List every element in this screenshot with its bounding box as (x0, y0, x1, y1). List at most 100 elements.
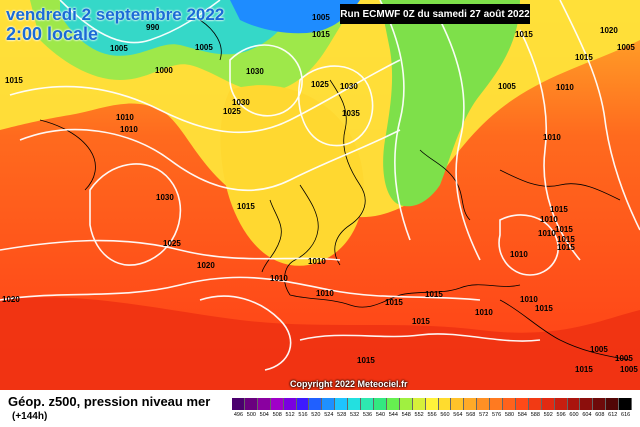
scale-tick-label: 496 (233, 412, 244, 418)
scale-tick-label: 564 (453, 412, 463, 418)
isobar-label: 1005 (195, 43, 213, 52)
scale-swatch (335, 398, 349, 410)
scale-tick-label: 544 (388, 412, 398, 418)
scale-swatch (619, 398, 633, 410)
scale-tick-label: 580 (504, 412, 515, 418)
isobar-label: 1015 (575, 53, 593, 62)
isobar-label: 1015 (237, 202, 255, 211)
scale-tick-label: 556 (427, 412, 437, 418)
isobar-label: 1030 (246, 67, 264, 76)
scale-swatches (232, 398, 633, 410)
isobar-label: 1010 (538, 229, 556, 238)
isobar-label: 1005 (590, 345, 608, 354)
scale-swatch (606, 398, 620, 410)
isobar-label: 1030 (156, 193, 174, 202)
scale-swatch (270, 398, 284, 410)
isobar-label: 1030 (340, 82, 358, 91)
isobar-label: 1010 (540, 215, 558, 224)
scale-swatch (322, 398, 336, 410)
isobar-label: 1015 (515, 30, 533, 39)
forecast-datetime: vendredi 2 septembre 2022 2:00 locale (6, 6, 224, 43)
scale-swatch (361, 398, 374, 410)
isobar-label: 1005 (617, 43, 635, 52)
scale-swatch (438, 398, 452, 410)
scale-swatch (593, 398, 607, 410)
scale-tick-label: 600 (569, 412, 579, 418)
scale-tick-label: 568 (466, 412, 476, 418)
isobar-label: 1000 (155, 66, 173, 75)
scale-swatch (515, 398, 529, 410)
isobar-label: 1035 (342, 109, 360, 118)
isobar-label: 1010 (308, 257, 326, 266)
scale-swatch (554, 398, 568, 410)
scale-tick-label: 516 (298, 412, 308, 418)
isobar-label: 1015 (425, 290, 443, 299)
scale-tick-label: 584 (517, 412, 527, 418)
scale-swatch (490, 398, 504, 410)
scale-swatch (232, 398, 245, 410)
isobar-label: 1015 (550, 205, 568, 214)
scale-swatch (528, 398, 542, 410)
scale-tick-label: 608 (595, 412, 605, 418)
scale-tick-label: 540 (375, 412, 386, 418)
scale-tick-label: 512 (285, 412, 295, 418)
isobar-label: 1005 (615, 354, 633, 363)
scale-tick-label: 548 (401, 412, 411, 418)
map-legend-footer: Géop. z500, pression niveau mer (+144h) … (0, 390, 640, 427)
scale-tick-label: 604 (582, 412, 592, 418)
scale-tick-label: 500 (246, 412, 256, 418)
isobar-label: 1015 (357, 356, 375, 365)
scale-tick-label: 508 (272, 412, 282, 418)
pressure-map: 1015 1005 1000 1010 990 1005 1030 1030 1… (0, 0, 640, 390)
copyright-label: Copyright 2022 Meteociel.fr (290, 379, 408, 389)
isobar-label: 1015 (557, 243, 575, 252)
geopotential-zone-red-south (0, 297, 640, 390)
scale-tick-label: 576 (491, 412, 502, 418)
scale-swatch (567, 398, 581, 410)
scale-tick-label: 616 (621, 412, 631, 418)
scale-tick-label: 612 (608, 412, 618, 418)
scale-swatch (244, 398, 258, 410)
scale-tick-label: 532 (350, 412, 360, 418)
scale-tick-label: 596 (556, 412, 566, 418)
coastline-europe (39, 19, 631, 361)
scale-swatch (503, 398, 516, 410)
isobar-label: 1005 (110, 44, 128, 53)
isobar-label: 1020 (600, 26, 618, 35)
isobar-label: 1010 (475, 308, 493, 317)
scale-tick-label: 528 (337, 412, 347, 418)
isobar-label: 1020 (2, 295, 20, 304)
isobar-label: 1010 (510, 250, 528, 259)
isobar-label: 1015 (575, 365, 593, 374)
geopotential-color-scale: 496 500 504 508 512 516 520 524 528 532 536 540 544 5… (232, 398, 633, 422)
scale-tick-label: 552 (414, 412, 424, 418)
scale-tick-label: 592 (543, 412, 553, 418)
isobar-label: 990 (146, 23, 160, 32)
isobar-label: 1010 (120, 125, 138, 134)
scale-swatch (399, 398, 413, 410)
scale-swatch (451, 398, 465, 410)
scale-swatch (386, 398, 400, 410)
isobar-label: 1025 (223, 107, 241, 116)
scale-swatch (296, 398, 310, 410)
scale-tick-label: 504 (259, 412, 269, 418)
scale-swatch (425, 398, 439, 410)
isobar-label: 1025 (311, 80, 329, 89)
scale-tick-label: 536 (362, 412, 373, 418)
isobar-label: 1010 (316, 289, 334, 298)
isobar-label: 1020 (197, 261, 215, 270)
isobar-label: 1005 (312, 13, 330, 22)
scale-swatch (309, 398, 323, 410)
isobar-lines (0, 0, 640, 370)
scale-swatch (257, 398, 271, 410)
model-run-label: Run ECMWF 0Z du samedi 27 août 2022 (340, 4, 530, 24)
isobar-label: 1015 (555, 225, 573, 234)
isobar-label: 1010 (556, 83, 574, 92)
scale-swatch (541, 398, 555, 410)
scale-swatch (412, 398, 426, 410)
scale-swatch (348, 398, 362, 410)
scale-swatch (477, 398, 491, 410)
forecast-offset-label: (+144h) (12, 411, 48, 422)
isobar-label: 1010 (116, 113, 134, 122)
